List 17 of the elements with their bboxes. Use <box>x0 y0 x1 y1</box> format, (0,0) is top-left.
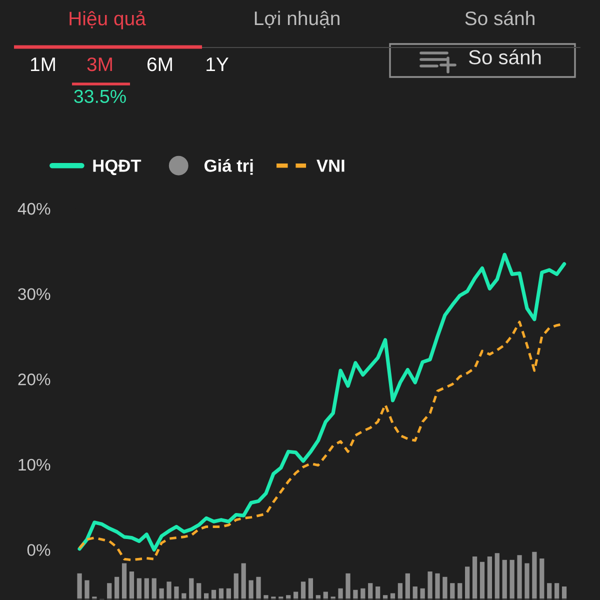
text: Lợi nhuận <box>254 10 340 28</box>
text: 1M <box>30 58 55 72</box>
y-tick-label: 0% <box>27 544 50 556</box>
legend-label: VNI <box>316 160 344 172</box>
text: 6M <box>147 57 172 72</box>
text: 33.5% <box>74 90 126 104</box>
text: 3M <box>87 57 112 72</box>
y-tick-label: 10% <box>18 458 50 471</box>
text: So sánh <box>465 10 534 26</box>
text: So sánh <box>468 49 541 64</box>
y-tick-label: 40% <box>18 202 50 215</box>
y-tick-label: 30% <box>18 288 50 300</box>
text: Hiệu quả <box>70 10 146 30</box>
legend-label: Giá trị <box>204 158 253 175</box>
text: 1Y <box>206 58 228 72</box>
y-tick-label: 20% <box>18 374 50 386</box>
legend-label: HQĐT <box>93 160 142 176</box>
